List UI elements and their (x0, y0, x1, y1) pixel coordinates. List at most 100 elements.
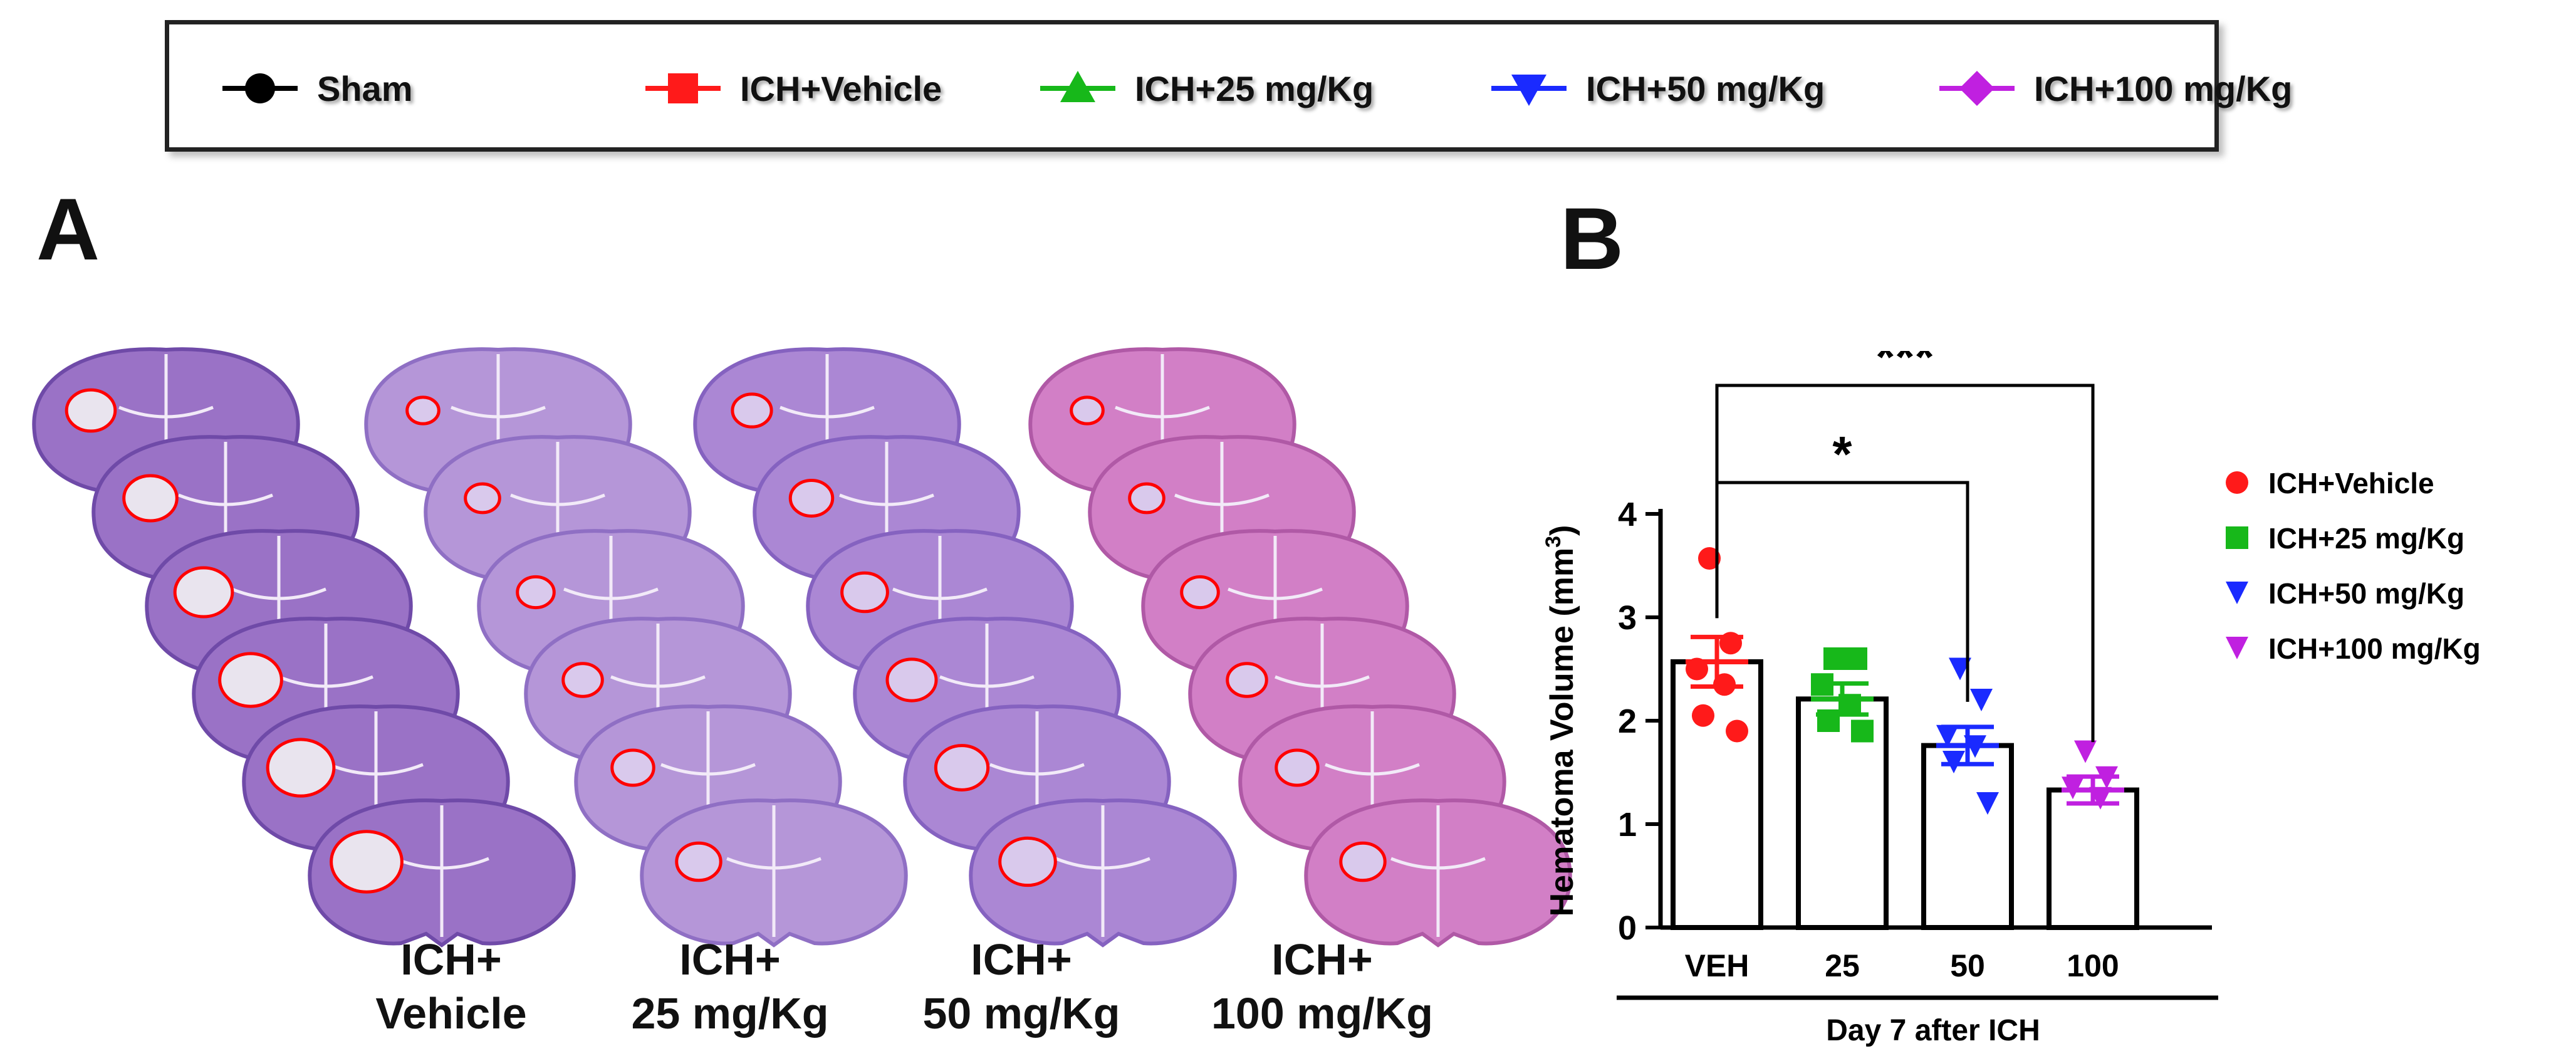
legend-label: ICH+Vehicle (2268, 467, 2434, 499)
circle-marker-icon (222, 73, 298, 103)
legend-label: ICH+25 mg/Kg (1135, 68, 1374, 108)
legend-item-50mg: ICH+50 mg/Kg (1488, 63, 1825, 113)
hematoma-outline (788, 479, 835, 518)
legend-label: ICH+Vehicle (740, 68, 942, 108)
group-caption-100mg: ICH+ 100 mg/Kg (1211, 935, 1433, 1038)
hematoma-outline (1226, 662, 1268, 698)
data-point (2074, 740, 2097, 763)
legend-item-25mg: ICH+25 mg/Kg (1037, 63, 1374, 113)
brain-section-image (1304, 798, 1572, 948)
hematoma-outline (998, 836, 1057, 887)
x-tick-label: 100 (2067, 948, 2119, 983)
legend-label: ICH+25 mg/Kg (2268, 522, 2464, 555)
data-point (1686, 657, 1708, 681)
brain-section-image (308, 798, 576, 948)
hematoma-outline (516, 575, 556, 610)
hematoma-outline (1275, 748, 1320, 787)
significance-bracket (1715, 384, 2095, 743)
data-point (1964, 735, 1986, 758)
hematoma-outline (122, 474, 179, 523)
data-point (1817, 709, 1840, 732)
data-point (1811, 673, 1833, 696)
data-point (1692, 704, 1714, 727)
legend-marker (2226, 582, 2248, 604)
brain-section-image (969, 798, 1237, 948)
data-point (1719, 632, 1742, 655)
significance-label: *** (1875, 351, 1934, 385)
panel-a-letter: A (36, 180, 100, 278)
hematoma-bar-chart: 0 1 2 3 4 Hematoma Volume (mm3) VEH 25 50 100 Day … (1541, 351, 2481, 1047)
y-axis-label: Hematoma Volume (mm3) (1541, 525, 1580, 917)
hematoma-outline (266, 738, 336, 798)
legend-marker (2226, 637, 2248, 659)
group-caption-25mg: ICH+ 25 mg/Kg (631, 935, 829, 1038)
data-point (1845, 647, 1867, 670)
significance-label: * (1832, 426, 1852, 482)
hematoma-outline (218, 652, 283, 708)
hematoma-outline (675, 841, 722, 882)
data-point (1976, 792, 1999, 815)
group-caption-vehicle: ICH+ Vehicle (375, 935, 527, 1038)
hematoma-outline (885, 657, 938, 703)
data-point (2095, 766, 2118, 789)
hematoma-outline (840, 571, 889, 614)
legend-item-100mg: ICH+100 mg/Kg (1936, 63, 2292, 113)
hematoma-outline (1339, 841, 1387, 882)
y-tick-label: 4 (1618, 496, 1637, 533)
brain-midline (726, 805, 821, 937)
diamond-marker-icon (1939, 71, 2015, 106)
hematoma-outline (1128, 482, 1165, 515)
x-tick-label: 50 (1950, 948, 1985, 983)
y-tick-label: 2 (1618, 703, 1637, 740)
hematoma-outline (65, 388, 117, 433)
x-tick-label: VEH (1685, 948, 1749, 983)
hematoma-outline (405, 395, 441, 426)
bar (1671, 659, 1763, 930)
brain-section-image (640, 798, 908, 948)
legend-marker (2226, 526, 2248, 549)
y-tick-label: 0 (1618, 909, 1637, 947)
data-point (2062, 776, 2084, 800)
hematoma-outline (561, 662, 604, 698)
legend-label: ICH+50 mg/Kg (2268, 577, 2464, 610)
data-point (2089, 787, 2112, 810)
data-point (1823, 647, 1846, 670)
x-axis-label: Day 7 after ICH (1826, 1014, 2040, 1047)
legend-label: ICH+50 mg/Kg (1586, 68, 1825, 108)
triangle-down-marker-icon (1491, 75, 1567, 106)
hematoma-outline (610, 748, 655, 787)
square-marker-icon (645, 73, 721, 103)
x-tick-label: 25 (1825, 948, 1860, 983)
data-point (1713, 673, 1736, 696)
data-point (1698, 546, 1721, 570)
bar (1921, 743, 2014, 930)
legend-item-sham: Sham (219, 63, 413, 113)
panel-b-letter: B (1560, 189, 1624, 288)
data-point (1851, 719, 1874, 743)
legend-label: Sham (317, 68, 413, 108)
hematoma-outline (731, 392, 773, 429)
brain-sections-panel (0, 313, 1572, 948)
hematoma-outline (330, 830, 404, 894)
data-point (1949, 657, 1971, 681)
hematoma-outline (464, 482, 501, 515)
data-point (1970, 689, 1993, 711)
data-point (1726, 719, 1748, 743)
group-caption-50mg: ICH+ 50 mg/Kg (922, 935, 1120, 1038)
y-tick-label: 1 (1618, 806, 1637, 844)
triangle-up-marker-icon (1040, 71, 1115, 102)
legend-label: ICH+100 mg/Kg (2034, 68, 2293, 108)
data-point (1942, 751, 1965, 773)
legend-label: ICH+100 mg/Kg (2268, 632, 2481, 665)
hematoma-outline (1070, 395, 1105, 426)
brain-midline (394, 805, 489, 937)
brain-midline (1390, 805, 1486, 937)
hematoma-outline (1180, 575, 1220, 610)
hematoma-outline (934, 744, 990, 792)
data-point (1936, 724, 1959, 748)
data-point (1838, 694, 1861, 717)
hematoma-outline (173, 566, 234, 619)
group-legend: Sham ICH+Vehicle ICH+25 mg/Kg ICH+50 mg/… (165, 20, 2292, 152)
y-tick-label: 3 (1618, 599, 1637, 637)
bar (2047, 787, 2139, 930)
